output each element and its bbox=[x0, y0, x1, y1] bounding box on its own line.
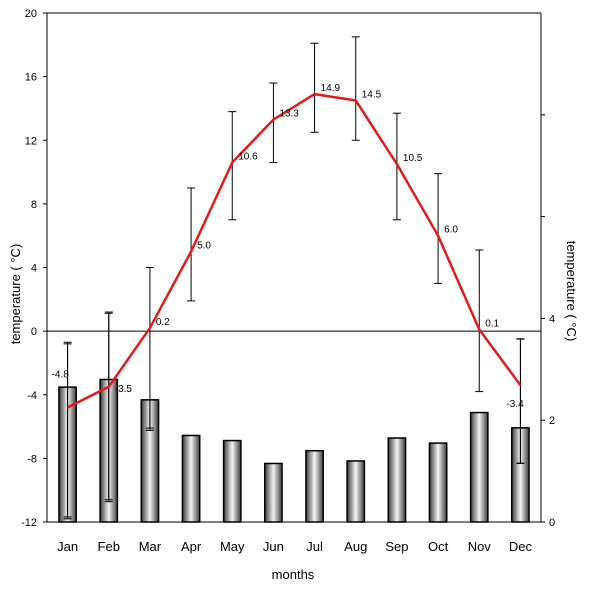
data-label-mar: 0.2 bbox=[156, 317, 170, 328]
x-tick-label-may: May bbox=[220, 539, 245, 554]
data-label-jun: 13.3 bbox=[279, 109, 299, 120]
bar-may bbox=[222, 439, 242, 523]
left-tick-label: -8 bbox=[27, 453, 37, 465]
bar-aug bbox=[346, 460, 366, 523]
data-label-feb: -3.5 bbox=[115, 384, 133, 395]
x-tick-label-jan: Jan bbox=[57, 539, 78, 554]
bar-jun bbox=[264, 462, 283, 523]
data-label-apr: 5.0 bbox=[197, 241, 211, 252]
data-label-oct: 6.0 bbox=[444, 225, 458, 236]
data-label-jul: 14.9 bbox=[321, 83, 341, 94]
x-tick-label-oct: Oct bbox=[428, 539, 449, 554]
right-tick-label: 4 bbox=[549, 313, 555, 325]
right-tick-label: 0 bbox=[549, 517, 555, 529]
x-tick-label-feb: Feb bbox=[98, 539, 120, 554]
x-tick-label-apr: Apr bbox=[181, 539, 202, 554]
data-label-may: 10.6 bbox=[238, 152, 258, 163]
left-tick-label: 16 bbox=[25, 72, 37, 84]
left-tick-label: 12 bbox=[25, 135, 37, 147]
bar-jul bbox=[305, 449, 324, 523]
data-label-aug: 14.5 bbox=[362, 89, 382, 100]
left-tick-label: 4 bbox=[31, 263, 37, 275]
data-label-sep: 10.5 bbox=[403, 153, 423, 164]
x-tick-label-mar: Mar bbox=[139, 539, 162, 554]
left-axis-ticks: 20 16 12 8 4 0 -4 -8 -12 bbox=[21, 8, 47, 529]
line-series bbox=[67, 92, 522, 409]
data-label-jan: -4.8 bbox=[52, 369, 70, 380]
data-label-nov: 0.1 bbox=[485, 319, 499, 330]
left-tick-label: 20 bbox=[25, 8, 37, 20]
bar-sep bbox=[387, 437, 407, 523]
x-tick-label-jun: Jun bbox=[263, 539, 284, 554]
x-tick-label-aug: Aug bbox=[344, 539, 367, 554]
y-axis-label-right: temperature ( °C) bbox=[564, 241, 579, 342]
bar-oct bbox=[428, 442, 448, 523]
data-labels: -4.8 -3.5 0.2 5.0 10.6 13.3 14.9 14.5 10.5 6.0 0.1… bbox=[52, 83, 525, 410]
plot-frame bbox=[46, 12, 542, 523]
x-axis-label: months bbox=[272, 567, 315, 582]
x-axis-ticks: Jan Feb Mar Apr May Jun Jul Aug Sep Oct Nov Dec bbox=[57, 539, 532, 554]
left-tick-label: 8 bbox=[31, 199, 37, 211]
x-tick-label-dec: Dec bbox=[509, 539, 533, 554]
x-tick-label-jul: Jul bbox=[306, 539, 323, 554]
right-tick-label: 2 bbox=[549, 415, 555, 427]
right-axis-ticks: 0 2 4 bbox=[541, 114, 555, 529]
data-label-dec: -3.4 bbox=[506, 399, 524, 410]
error-bars bbox=[63, 36, 525, 520]
x-tick-label-sep: Sep bbox=[385, 539, 408, 554]
temperature-line bbox=[67, 92, 522, 409]
left-tick-label: -4 bbox=[27, 390, 37, 402]
bar-series bbox=[58, 378, 530, 523]
left-tick-label: 0 bbox=[31, 326, 37, 338]
bar-apr bbox=[181, 434, 201, 523]
y-axis-label-left: temperature ( °C) bbox=[8, 244, 23, 345]
x-tick-label-nov: Nov bbox=[468, 539, 492, 554]
bar-nov bbox=[469, 411, 489, 523]
left-tick-label: -12 bbox=[21, 517, 37, 529]
